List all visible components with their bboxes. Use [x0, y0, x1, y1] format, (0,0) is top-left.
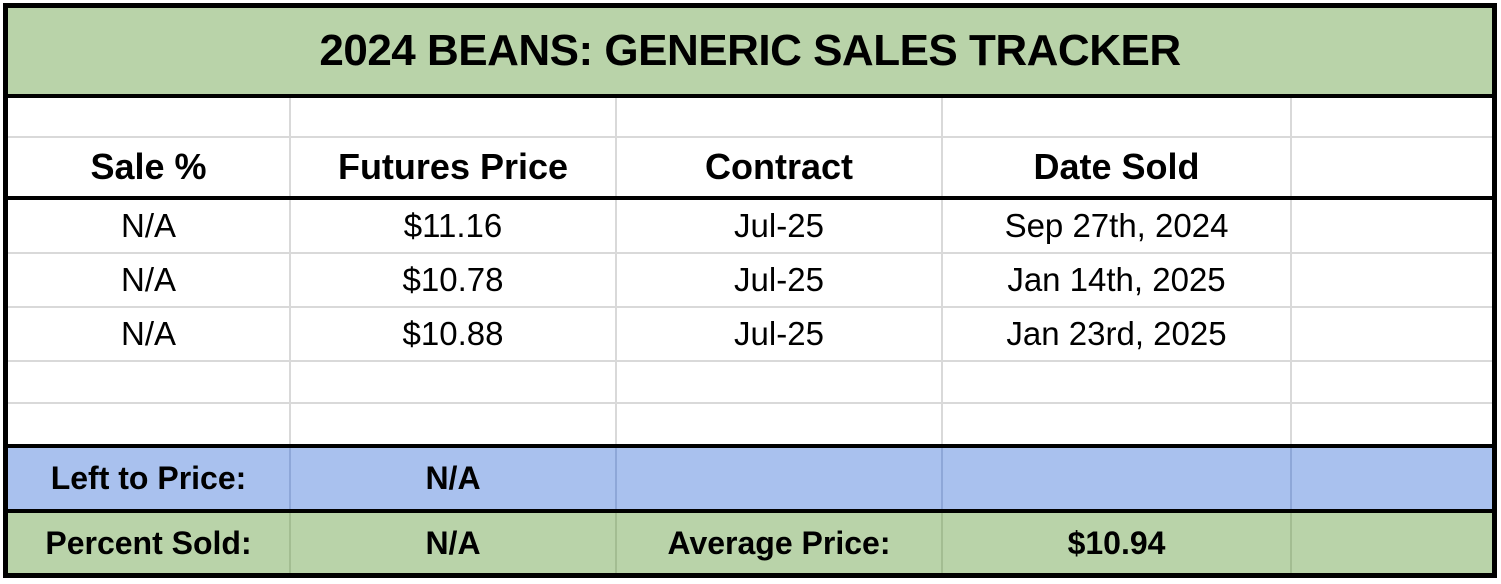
empty-cell[interactable] — [1292, 513, 1492, 573]
empty-row-a — [8, 362, 1492, 404]
cell-date-sold[interactable]: Sep 27th, 2024 — [943, 200, 1292, 252]
header-cell-contract[interactable]: Contract — [617, 138, 943, 196]
average-price-label[interactable]: Average Price: — [617, 513, 943, 573]
empty-cell[interactable] — [617, 448, 943, 509]
column-header-row: Sale % Futures Price Contract Date Sold — [8, 138, 1492, 200]
empty-cell[interactable] — [1292, 404, 1492, 444]
sales-tracker-table: 2024 BEANS: GENERIC SALES TRACKER Sale %… — [3, 3, 1497, 578]
cell-futures-price[interactable]: $10.78 — [291, 254, 617, 306]
empty-cell[interactable] — [291, 404, 617, 444]
title-row: 2024 BEANS: GENERIC SALES TRACKER — [8, 8, 1492, 98]
empty-cell[interactable] — [617, 98, 943, 136]
percent-sold-label[interactable]: Percent Sold: — [8, 513, 291, 573]
empty-cell[interactable] — [1292, 362, 1492, 402]
cell-futures-price[interactable]: $11.16 — [291, 200, 617, 252]
left-to-price-row: Left to Price: N/A — [8, 448, 1492, 513]
percent-sold-row: Percent Sold: N/A Average Price: $10.94 — [8, 513, 1492, 573]
cell-date-sold[interactable]: Jan 23rd, 2025 — [943, 308, 1292, 360]
empty-row-top — [8, 98, 1492, 138]
cell-contract[interactable]: Jul-25 — [617, 200, 943, 252]
table-title[interactable]: 2024 BEANS: GENERIC SALES TRACKER — [319, 26, 1181, 75]
percent-sold-value[interactable]: N/A — [291, 513, 617, 573]
empty-cell[interactable] — [943, 98, 1292, 136]
cell-sale-pct[interactable]: N/A — [8, 200, 291, 252]
header-cell-extra[interactable] — [1292, 138, 1492, 196]
sale-row-1: N/A $11.16 Jul-25 Sep 27th, 2024 — [8, 200, 1492, 254]
header-cell-sale-pct[interactable]: Sale % — [8, 138, 291, 196]
cell-date-sold[interactable]: Jan 14th, 2025 — [943, 254, 1292, 306]
header-cell-futures-price[interactable]: Futures Price — [291, 138, 617, 196]
left-to-price-value[interactable]: N/A — [291, 448, 617, 509]
header-cell-date-sold[interactable]: Date Sold — [943, 138, 1292, 196]
cell-futures-price[interactable]: $10.88 — [291, 308, 617, 360]
empty-cell[interactable] — [617, 362, 943, 402]
cell-contract[interactable]: Jul-25 — [617, 308, 943, 360]
sale-row-2: N/A $10.78 Jul-25 Jan 14th, 2025 — [8, 254, 1492, 308]
empty-cell[interactable] — [943, 404, 1292, 444]
cell-sale-pct[interactable]: N/A — [8, 254, 291, 306]
empty-cell[interactable] — [1292, 448, 1492, 509]
empty-row-b — [8, 404, 1492, 448]
empty-cell[interactable] — [1292, 98, 1492, 136]
sale-row-3: N/A $10.88 Jul-25 Jan 23rd, 2025 — [8, 308, 1492, 362]
empty-cell[interactable] — [8, 404, 291, 444]
empty-cell[interactable] — [1292, 200, 1492, 252]
cell-sale-pct[interactable]: N/A — [8, 308, 291, 360]
average-price-value[interactable]: $10.94 — [943, 513, 1292, 573]
empty-cell[interactable] — [291, 362, 617, 402]
empty-cell[interactable] — [291, 98, 617, 136]
empty-cell[interactable] — [8, 362, 291, 402]
empty-cell[interactable] — [1292, 308, 1492, 360]
empty-cell[interactable] — [8, 98, 291, 136]
cell-contract[interactable]: Jul-25 — [617, 254, 943, 306]
empty-cell[interactable] — [1292, 254, 1492, 306]
empty-cell[interactable] — [943, 362, 1292, 402]
empty-cell[interactable] — [617, 404, 943, 444]
empty-cell[interactable] — [943, 448, 1292, 509]
left-to-price-label[interactable]: Left to Price: — [8, 448, 291, 509]
